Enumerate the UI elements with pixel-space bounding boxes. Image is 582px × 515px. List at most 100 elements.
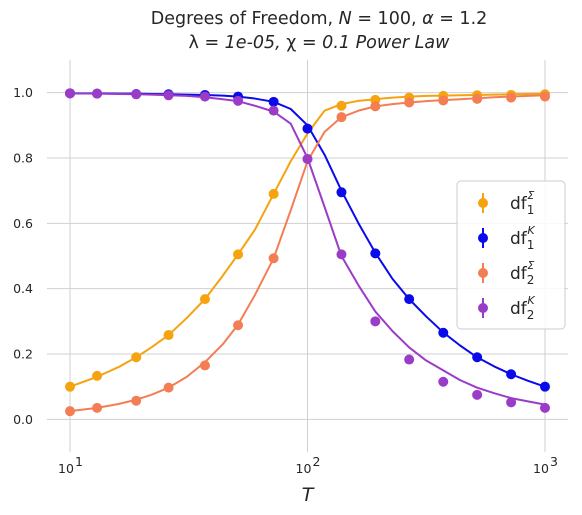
series-2-point xyxy=(302,123,313,134)
title-segment: = 0.1 Power Law xyxy=(296,33,450,53)
legend-box xyxy=(456,180,566,330)
title-segment: = 1.2 xyxy=(434,9,488,29)
series-points xyxy=(65,88,550,417)
legend-item: df1Σ xyxy=(478,189,534,217)
series-4-point xyxy=(65,88,76,99)
series-4-point xyxy=(506,397,517,408)
x-tick-base: 10 xyxy=(296,461,312,476)
legend-marker xyxy=(478,233,488,243)
series-4-point xyxy=(92,88,103,99)
x-tick-label: 10 3 xyxy=(533,454,558,476)
series-2-point xyxy=(404,294,415,305)
legend-marker xyxy=(478,268,488,278)
legend-label-superscript: Σ xyxy=(527,189,534,202)
series-3-point xyxy=(370,101,381,112)
legend-label-base: df xyxy=(510,229,528,249)
legend-label-base: df xyxy=(510,194,528,214)
x-axis-label: T xyxy=(302,484,315,506)
series-1-point xyxy=(199,294,210,305)
legend-marker xyxy=(478,303,488,313)
series-3-point xyxy=(506,92,517,103)
series-3-point xyxy=(539,91,550,102)
legend-item: df2K xyxy=(478,294,535,322)
x-tick-label: 10 1 xyxy=(58,454,83,476)
legend-label-superscript: K xyxy=(527,224,535,237)
series-3-point xyxy=(404,97,415,108)
series-2-point xyxy=(539,381,550,392)
series-3-point xyxy=(163,382,174,393)
series-4-point xyxy=(302,153,313,164)
legend-label-subscript: 2 xyxy=(527,273,535,287)
x-tick-label: 10 2 xyxy=(296,454,321,476)
y-tick-label: 0.4 xyxy=(13,281,33,296)
series-4-point xyxy=(472,389,483,400)
series-4-point xyxy=(163,90,174,101)
series-2-point xyxy=(336,187,347,198)
series-line-4 xyxy=(69,92,546,406)
series-3-point xyxy=(336,112,347,123)
series-4-point xyxy=(539,402,550,413)
y-tick-label: 1.0 xyxy=(13,85,33,100)
series-line-3 xyxy=(69,94,546,413)
series-3-point xyxy=(438,95,449,106)
legend-label-subscript: 1 xyxy=(527,203,535,217)
legend-label-superscript: Σ xyxy=(527,259,534,272)
legend-item: df2Σ xyxy=(478,259,534,287)
series-3-point xyxy=(472,93,483,104)
legend-label-subscript: 1 xyxy=(527,238,535,252)
title-segment: χ xyxy=(286,33,296,53)
legend-label: df1K xyxy=(510,224,535,252)
legend-marker xyxy=(478,198,488,208)
series-1-point xyxy=(336,100,347,111)
legend-item: df1K xyxy=(478,224,535,252)
series-4-point xyxy=(268,105,279,116)
series-1-point xyxy=(131,352,142,363)
series-4-point xyxy=(199,91,210,102)
y-tick-label: 0.6 xyxy=(13,216,33,231)
series-3-point xyxy=(92,402,103,413)
series-line-1 xyxy=(69,92,546,388)
series-4-point xyxy=(404,354,415,365)
series-4-point xyxy=(131,89,142,100)
series-3-point xyxy=(233,320,244,331)
series-1-point xyxy=(233,249,244,260)
title-segment: λ xyxy=(189,33,199,53)
legend-label: df2Σ xyxy=(510,259,534,287)
series-1-point xyxy=(163,330,174,341)
series-1-point xyxy=(65,381,76,392)
x-tick-exponent: 3 xyxy=(550,454,558,469)
series-3-point xyxy=(131,395,142,406)
title-segment: α xyxy=(422,9,434,29)
series-3-point xyxy=(268,253,279,264)
series-2-point xyxy=(506,369,517,380)
series-4-point xyxy=(336,249,347,260)
series-1-point xyxy=(92,370,103,381)
x-tick-base: 10 xyxy=(58,461,74,476)
y-tick-labels: 0.0 0.2 0.4 0.6 0.8 1.0 xyxy=(13,85,33,427)
title-segment: N xyxy=(339,9,352,29)
y-tick-label: 0.0 xyxy=(13,412,33,427)
x-tick-exponent: 2 xyxy=(313,454,321,469)
legend-label-base: df xyxy=(510,264,528,284)
series-4-point xyxy=(233,95,244,106)
x-tick-labels: 10 1 10 2 10 3 xyxy=(58,454,558,476)
title-segment: = 1e-05, xyxy=(199,33,286,53)
series-3-point xyxy=(199,360,210,371)
title-segment: Degrees of Freedom, xyxy=(151,9,339,29)
chart-title-line-2: λ = 1e-05, χ = 0.1 Power Law xyxy=(189,33,451,53)
chart-title-line-1: Degrees of Freedom, N = 100, α = 1.2 xyxy=(151,9,488,29)
series-4-point xyxy=(438,376,449,387)
series-2-point xyxy=(438,327,449,338)
series-4-point xyxy=(370,316,381,327)
legend-label: df1Σ xyxy=(510,189,534,217)
series-1-point xyxy=(268,188,279,199)
series-2-point xyxy=(268,96,279,107)
legend-label-superscript: K xyxy=(527,294,535,307)
y-tick-label: 0.2 xyxy=(13,347,33,362)
legend-label-base: df xyxy=(510,299,528,319)
series-2-point xyxy=(370,248,381,259)
legend-label: df2K xyxy=(510,294,535,322)
series-3-point xyxy=(65,406,76,417)
